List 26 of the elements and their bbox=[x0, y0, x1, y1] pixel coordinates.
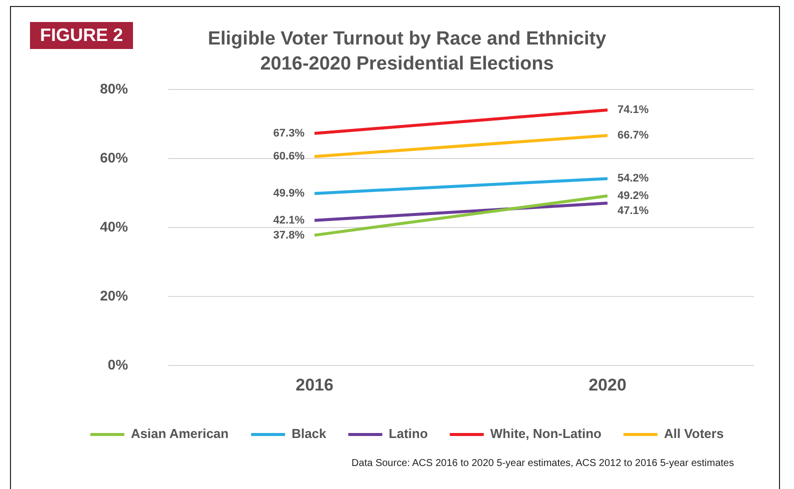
chart-subtitle: 2016-2020 Presidential Elections bbox=[260, 53, 554, 74]
x-tick-label: 2020 bbox=[588, 375, 626, 394]
legend-label: Black bbox=[292, 426, 328, 442]
y-tick-label: 40% bbox=[100, 218, 129, 234]
chart-title: Eligible Voter Turnout by Race and Ethnicity bbox=[208, 28, 607, 50]
x-tick-label: 2016 bbox=[296, 375, 334, 394]
data-label: 49.2% bbox=[618, 190, 649, 202]
data-label: 60.6% bbox=[273, 150, 305, 163]
data-label: 54.2% bbox=[618, 172, 649, 185]
data-label: 49.9% bbox=[273, 187, 305, 200]
y-tick-label: 80% bbox=[100, 80, 129, 96]
caption: FIGURE 2 bbox=[30, 22, 134, 49]
y-tick-label: 20% bbox=[100, 287, 129, 304]
legend-label: Latino bbox=[388, 426, 428, 442]
source-note: Data Source: ACS 2016 to 2020 5-year estimates, ACS 2012 to 2016 5-year estimates bbox=[352, 458, 734, 469]
y-tick-label: 60% bbox=[100, 149, 129, 166]
data-label: 66.7% bbox=[618, 130, 649, 142]
legend-label: Asian American bbox=[130, 426, 229, 442]
data-label: 37.8% bbox=[273, 229, 305, 242]
data-label: 47.1% bbox=[618, 204, 649, 217]
legend-label: All Voters bbox=[664, 426, 724, 442]
data-label: 74.1% bbox=[618, 104, 649, 116]
data-label: 67.3% bbox=[273, 127, 305, 140]
legend-label: White, Non-Latino bbox=[490, 426, 602, 442]
y-tick-label: 0% bbox=[108, 356, 129, 372]
data-label: 42.1% bbox=[273, 214, 305, 226]
